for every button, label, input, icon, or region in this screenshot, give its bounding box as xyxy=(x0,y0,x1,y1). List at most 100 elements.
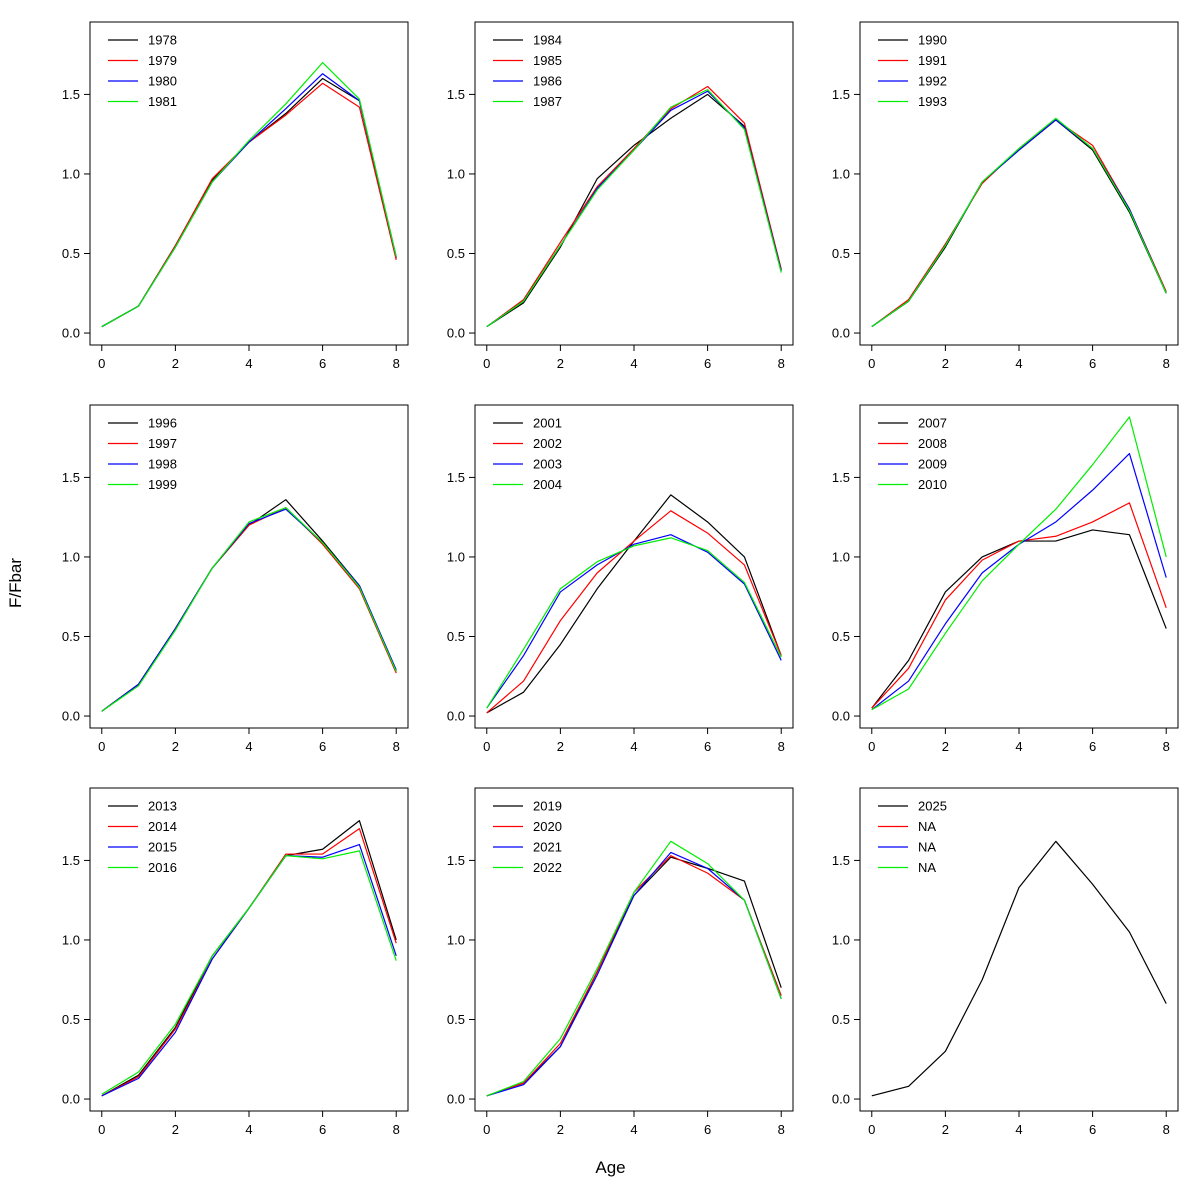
y-tick-label: 0.0 xyxy=(62,1092,80,1107)
y-tick-label: 0.0 xyxy=(832,709,850,724)
panel-grid: 0 2 4 6 8 0.0 0.5 1.0 1.5 1978 1979 1980 1981 0 2 4 6 8 0.… xyxy=(33,8,1188,1157)
panel-7: 0 2 4 6 8 0.0 0.5 1.0 1.5 2013 2014 2015 2016 xyxy=(33,774,418,1157)
y-tick-label: 1.0 xyxy=(62,166,80,181)
x-tick-label: 6 xyxy=(1089,1122,1096,1137)
y-tick-label: 0.5 xyxy=(447,629,465,644)
y-tick-label: 1.0 xyxy=(832,166,850,181)
x-tick-label: 4 xyxy=(245,739,252,754)
y-tick-label: 0.0 xyxy=(62,326,80,341)
series-line-1987 xyxy=(486,89,782,328)
legend-label: 2008 xyxy=(918,436,947,451)
x-tick-label: 8 xyxy=(778,739,785,754)
x-tick-label: 4 xyxy=(1015,739,1022,754)
x-tick-label: 8 xyxy=(778,356,785,371)
x-tick-label: 0 xyxy=(868,739,875,754)
legend-label: NA xyxy=(918,819,936,834)
legend-label: 1981 xyxy=(148,94,177,109)
x-tick-label: 6 xyxy=(1089,356,1096,371)
x-tick-label: 4 xyxy=(1015,1122,1022,1137)
legend-label: 1993 xyxy=(918,94,947,109)
y-tick-label: 1.0 xyxy=(832,932,850,947)
plot-box xyxy=(859,404,1179,729)
legend-label: 2022 xyxy=(533,860,562,875)
series-line-1979 xyxy=(101,82,397,328)
series-line-2003 xyxy=(486,534,782,709)
legend-label: 2014 xyxy=(148,819,177,834)
series-line-1984 xyxy=(486,93,782,328)
y-tick-label: 0.5 xyxy=(832,629,850,644)
series-line-1998 xyxy=(101,508,397,712)
legend-label: 1991 xyxy=(918,53,947,68)
chart-panel-5: 0 2 4 6 8 0.0 0.5 1.0 1.5 2001 2002 2003 2004 xyxy=(447,404,794,754)
y-tick-label: 0.0 xyxy=(62,709,80,724)
plot-box xyxy=(89,21,409,346)
x-tick-label: 4 xyxy=(245,1122,252,1137)
x-tick-label: 6 xyxy=(319,739,326,754)
x-tick-label: 8 xyxy=(393,739,400,754)
y-tick-label: 1.5 xyxy=(832,470,850,485)
series-line-1981 xyxy=(101,61,397,328)
series-line-2013 xyxy=(101,820,397,1097)
y-tick-label: 1.5 xyxy=(832,853,850,868)
series-line-1990 xyxy=(871,119,1167,328)
y-tick-label: 1.0 xyxy=(447,932,465,947)
panel-8: 0 2 4 6 8 0.0 0.5 1.0 1.5 2019 2020 2021 2022 xyxy=(418,774,803,1157)
legend-label: 2015 xyxy=(148,840,177,855)
x-tick-label: 2 xyxy=(557,739,564,754)
x-tick-label: 4 xyxy=(1015,356,1022,371)
y-axis-label-strip: F/Fbar xyxy=(0,8,32,1157)
plot-box xyxy=(89,787,409,1112)
legend-label: 2010 xyxy=(918,477,947,492)
x-tick-label: 6 xyxy=(704,739,711,754)
plot-box xyxy=(474,21,794,346)
legend-label: 1986 xyxy=(533,74,562,89)
x-tick-label: 0 xyxy=(868,356,875,371)
series-line-2002 xyxy=(486,510,782,714)
x-tick-label: 0 xyxy=(98,356,105,371)
series-line-2025 xyxy=(871,840,1167,1097)
y-tick-label: 0.5 xyxy=(62,1012,80,1027)
legend-label: 1985 xyxy=(533,53,562,68)
x-tick-label: 2 xyxy=(172,739,179,754)
y-tick-label: 1.5 xyxy=(447,87,465,102)
y-tick-label: 0.5 xyxy=(62,246,80,261)
series-line-1996 xyxy=(101,499,397,712)
x-tick-label: 8 xyxy=(1163,356,1170,371)
legend-label: 1979 xyxy=(148,53,177,68)
x-tick-label: 2 xyxy=(942,1122,949,1137)
y-tick-label: 0.5 xyxy=(832,1012,850,1027)
legend-label: 2009 xyxy=(918,457,947,472)
legend-label: 2020 xyxy=(533,819,562,834)
chart-panel-1: 0 2 4 6 8 0.0 0.5 1.0 1.5 1978 1979 1980 1981 xyxy=(62,21,409,371)
x-tick-label: 8 xyxy=(1163,1122,1170,1137)
x-tick-label: 4 xyxy=(245,356,252,371)
series-line-2001 xyxy=(486,494,782,714)
series-line-2004 xyxy=(486,537,782,709)
legend-label: 1987 xyxy=(533,94,562,109)
x-tick-label: 8 xyxy=(1163,739,1170,754)
plot-box xyxy=(859,787,1179,1112)
x-tick-label: 6 xyxy=(704,1122,711,1137)
x-tick-label: 2 xyxy=(942,356,949,371)
series-line-1978 xyxy=(101,77,397,328)
series-line-2022 xyxy=(486,840,782,1097)
x-tick-label: 2 xyxy=(942,739,949,754)
panel-5: 0 2 4 6 8 0.0 0.5 1.0 1.5 2001 2002 2003 2004 xyxy=(418,391,803,774)
x-tick-label: 0 xyxy=(98,1122,105,1137)
x-tick-label: 6 xyxy=(704,356,711,371)
panel-1: 0 2 4 6 8 0.0 0.5 1.0 1.5 1978 1979 1980 1981 xyxy=(33,8,418,391)
x-tick-label: 0 xyxy=(868,1122,875,1137)
panel-6: 0 2 4 6 8 0.0 0.5 1.0 1.5 2007 2008 2009 2010 xyxy=(803,391,1188,774)
series-line-2016 xyxy=(101,850,397,1095)
series-line-1985 xyxy=(486,85,782,328)
series-line-2015 xyxy=(101,843,397,1097)
x-tick-label: 8 xyxy=(393,1122,400,1137)
y-tick-label: 0.0 xyxy=(447,1092,465,1107)
series-line-2007 xyxy=(871,529,1167,709)
x-tick-label: 0 xyxy=(483,356,490,371)
plot-box xyxy=(89,404,409,729)
x-tick-label: 2 xyxy=(172,356,179,371)
y-tick-label: 1.5 xyxy=(62,87,80,102)
series-line-2021 xyxy=(486,851,782,1097)
